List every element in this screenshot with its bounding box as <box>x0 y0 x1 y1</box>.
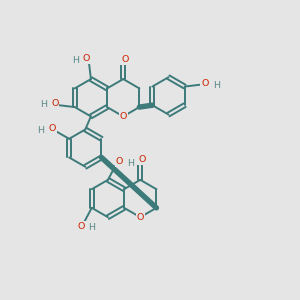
Text: H: H <box>37 126 44 135</box>
Text: H: H <box>213 81 220 90</box>
Text: H: H <box>72 56 79 64</box>
Text: O: O <box>119 112 127 121</box>
Text: O: O <box>121 55 128 64</box>
Text: H: H <box>127 159 134 168</box>
Text: O: O <box>136 213 144 222</box>
Text: O: O <box>49 124 56 133</box>
Text: O: O <box>138 155 146 164</box>
Text: O: O <box>83 54 90 63</box>
Text: H: H <box>40 100 47 109</box>
Text: O: O <box>201 79 208 88</box>
Text: O: O <box>77 222 85 231</box>
Text: H: H <box>88 223 96 232</box>
Text: O: O <box>51 99 59 108</box>
Text: O: O <box>116 157 123 166</box>
